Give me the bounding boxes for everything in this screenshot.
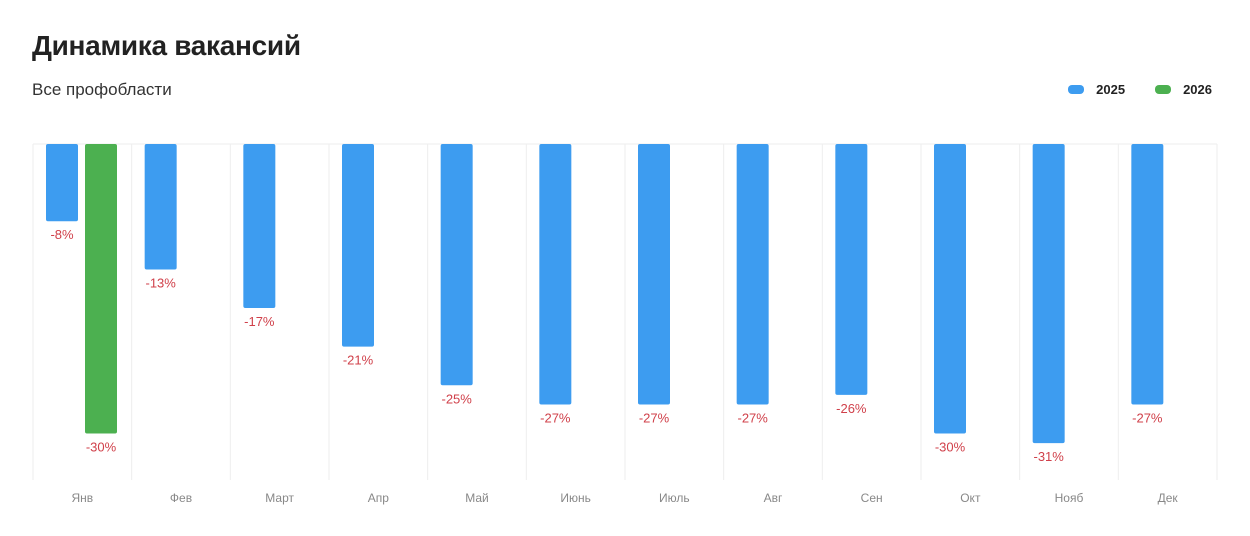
legend-item-2026[interactable]: 2026 <box>1155 82 1212 97</box>
bar-2025-Апр[interactable] <box>342 144 374 347</box>
bar-2025-Янв[interactable] <box>46 144 78 222</box>
chart-subtitle: Все профобласти <box>32 80 172 99</box>
data-label-2025-Апр: -21% <box>343 353 374 368</box>
legend-item-2025[interactable]: 2025 <box>1068 82 1125 97</box>
legend-label-2026: 2026 <box>1183 82 1212 97</box>
bar-2025-Март[interactable] <box>243 144 276 309</box>
data-label-2025-Дек: -27% <box>1132 411 1163 426</box>
x-tick-label: Фев <box>170 491 192 505</box>
legend-label-2025: 2025 <box>1096 82 1126 97</box>
chart-title: Динамика вакансий <box>32 30 301 61</box>
x-tick-label: Май <box>465 491 489 505</box>
bar-2025-Авг[interactable] <box>736 144 769 405</box>
data-label-2025-Март: -17% <box>244 314 275 329</box>
bar-2025-Июль[interactable] <box>638 144 670 405</box>
x-tick-label: Март <box>265 491 294 505</box>
legend-swatch-2026 <box>1155 85 1172 94</box>
bar-2025-Окт[interactable] <box>934 144 966 434</box>
data-label-2026-Янв: -30% <box>86 440 117 455</box>
data-label-2025-Май: -25% <box>441 391 472 406</box>
data-label-2025-Сен: -26% <box>836 401 867 416</box>
bar-2025-Нояб[interactable] <box>1032 144 1065 444</box>
data-label-2025-Янв: -8% <box>50 227 74 242</box>
bar-2025-Дек[interactable] <box>1131 144 1164 405</box>
x-tick-label: Окт <box>960 491 981 505</box>
x-tick-label: Апр <box>368 491 390 505</box>
data-label-2025-Июнь: -27% <box>540 411 571 426</box>
bar-2025-Май[interactable] <box>440 144 473 386</box>
bar-2025-Сен[interactable] <box>835 144 868 395</box>
bar-2025-Июнь[interactable] <box>539 144 572 405</box>
x-tick-label: Сен <box>861 491 883 505</box>
x-tick-label: Янв <box>71 491 93 505</box>
x-tick-label: Авг <box>764 491 783 505</box>
x-tick-label: Июнь <box>560 491 591 505</box>
x-tick-label: Нояб <box>1055 491 1084 505</box>
data-label-2025-Июль: -27% <box>639 411 670 426</box>
data-label-2025-Нояб: -31% <box>1033 449 1064 464</box>
legend: 2025 2026 <box>1068 82 1212 97</box>
x-tick-label: Июль <box>659 491 690 505</box>
data-label-2025-Окт: -30% <box>935 440 966 455</box>
data-label-2025-Фев: -13% <box>145 275 176 290</box>
bar-2026-Янв[interactable] <box>85 144 117 434</box>
legend-swatch-2025 <box>1068 85 1085 94</box>
data-label-2025-Авг: -27% <box>737 411 768 426</box>
bar-2025-Фев[interactable] <box>144 144 177 270</box>
x-tick-label: Дек <box>1158 491 1179 505</box>
